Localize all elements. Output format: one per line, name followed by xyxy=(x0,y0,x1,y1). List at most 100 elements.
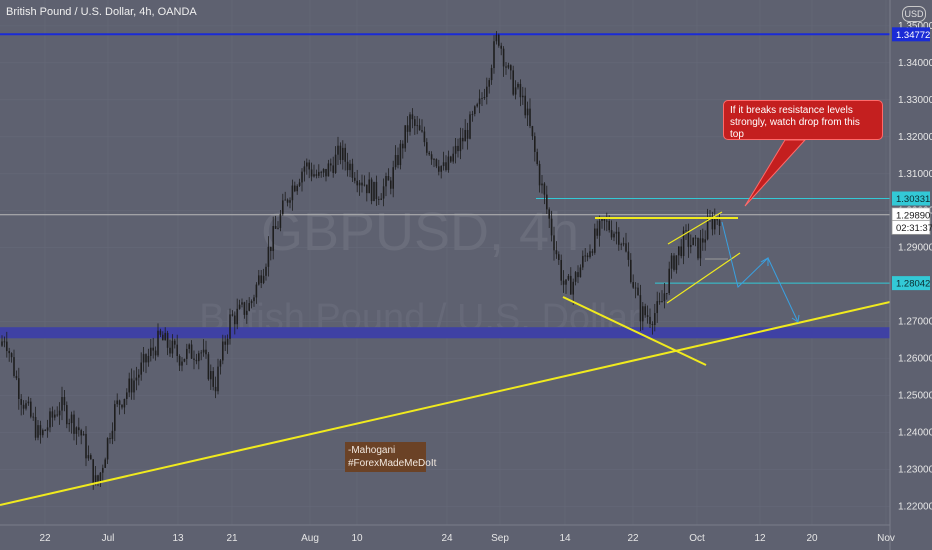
candle-body xyxy=(464,129,466,142)
candle-body xyxy=(658,301,661,303)
candle-body xyxy=(718,220,721,226)
signature-line-2: #ForexMadeMeDoIt xyxy=(348,458,437,469)
candle-body xyxy=(18,378,20,399)
candle-body xyxy=(289,200,291,203)
candle-body xyxy=(351,163,354,178)
candle-body xyxy=(702,238,704,243)
price-tick-label: 1.31000 xyxy=(898,169,932,180)
candle-body xyxy=(690,245,692,247)
candle-body xyxy=(272,226,274,252)
candle-body xyxy=(188,344,190,349)
candle-body xyxy=(414,119,416,126)
candle-body xyxy=(363,184,366,186)
candle-body xyxy=(656,301,658,314)
time-tick-label: Aug xyxy=(301,533,319,544)
candle-body xyxy=(524,95,526,116)
candle-body xyxy=(469,114,471,139)
price-tick-label: 1.25000 xyxy=(898,391,932,402)
candle-body xyxy=(20,398,22,405)
candle-body xyxy=(337,145,339,155)
candle-body xyxy=(442,162,445,167)
signature-box[interactable]: -Mahogani #ForexMadeMeDoIt xyxy=(345,442,437,472)
candle-body xyxy=(291,185,294,201)
candle-body xyxy=(82,433,85,436)
candle-body xyxy=(685,230,687,232)
candle-body xyxy=(670,255,673,269)
candle-body xyxy=(128,378,130,393)
candle-body xyxy=(646,315,649,317)
candle-body xyxy=(344,147,346,162)
trend-drawings[interactable] xyxy=(0,139,891,506)
callout-box[interactable]: If it breaks resistance levels strongly,… xyxy=(723,100,883,140)
candle-body xyxy=(589,251,591,258)
candle-body xyxy=(286,199,289,203)
grid-lines xyxy=(0,0,890,525)
price-tick-label: 1.27000 xyxy=(898,317,932,328)
time-tick-label: Sep xyxy=(491,533,509,544)
candle-body xyxy=(8,351,10,354)
candle-body xyxy=(25,403,27,409)
candle-body xyxy=(116,400,118,405)
candle-body xyxy=(118,400,121,405)
candle-body xyxy=(601,218,603,221)
candle-body xyxy=(591,251,594,253)
candle-body xyxy=(630,259,632,283)
candle-body xyxy=(711,218,714,230)
price-label-text: 1.34772 xyxy=(896,30,930,41)
price-label-text: 1.30331 xyxy=(896,194,930,205)
candle-body xyxy=(373,181,375,202)
candle-body xyxy=(346,161,349,171)
candle-body xyxy=(56,414,58,416)
candle-body xyxy=(126,392,128,399)
symbol-title: British Pound / U.S. Dollar, 4h, OANDA xyxy=(6,6,197,18)
candle-body xyxy=(457,145,459,152)
candle-body xyxy=(255,284,258,298)
candle-body xyxy=(466,129,469,139)
candle-body xyxy=(675,255,678,270)
time-axis[interactable]: 22 Jul 13 21 Aug 10 24 Sep 14 22 Oct 12 20 Nov xyxy=(39,533,894,544)
candle-body xyxy=(236,308,238,325)
candle-body xyxy=(174,340,176,345)
candle-body xyxy=(618,231,620,245)
candle-body xyxy=(61,397,63,411)
currency-button[interactable]: USD xyxy=(902,6,926,22)
candle-body xyxy=(97,475,99,484)
candle-body xyxy=(560,260,562,281)
candle-body xyxy=(514,87,517,95)
candle-body xyxy=(606,220,608,222)
candle-body xyxy=(176,344,178,357)
candle-body xyxy=(222,341,224,361)
candle-body xyxy=(313,174,315,177)
candle-body xyxy=(54,414,56,418)
candle-body xyxy=(582,255,584,268)
candle-body xyxy=(649,316,651,325)
time-tick-label: 24 xyxy=(441,533,453,544)
candle-body xyxy=(486,86,488,97)
candle-body xyxy=(214,386,217,392)
candle-body xyxy=(586,255,589,258)
candle-body xyxy=(500,45,502,49)
candle-body xyxy=(663,293,666,302)
candle-body xyxy=(450,156,452,162)
candle-body xyxy=(212,371,214,387)
candle-body xyxy=(334,154,337,173)
candle-body xyxy=(200,352,202,354)
candle-body xyxy=(152,347,154,351)
callout-pointer xyxy=(744,139,807,207)
candle-body xyxy=(570,275,572,295)
candle-body xyxy=(243,302,246,315)
candle-body xyxy=(85,433,87,459)
candle-body xyxy=(572,281,574,295)
candle-body xyxy=(423,131,426,143)
candle-body xyxy=(68,423,70,425)
candle-body xyxy=(493,41,495,69)
candle-body xyxy=(58,410,61,416)
candle-body xyxy=(250,301,253,304)
candle-body xyxy=(404,125,406,149)
candle-body xyxy=(459,137,462,152)
candle-body xyxy=(406,125,409,132)
candle-body xyxy=(622,243,625,245)
candle-body xyxy=(130,378,133,393)
candle-body xyxy=(603,218,606,221)
